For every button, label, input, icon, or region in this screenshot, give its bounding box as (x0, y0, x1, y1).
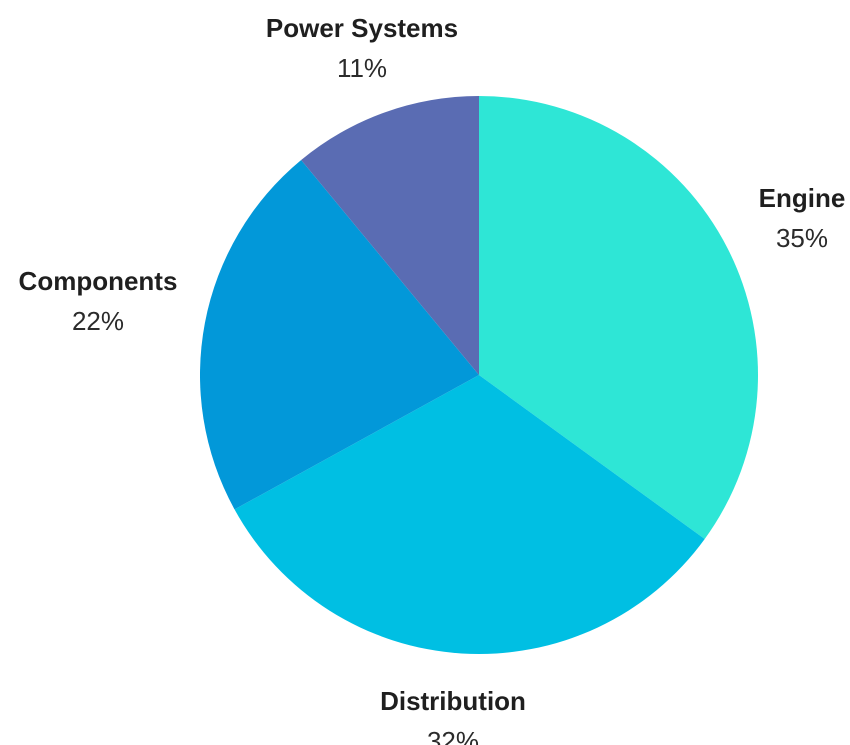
slice-value-components: 22% (72, 306, 124, 336)
pie-slice-distribution (234, 375, 705, 654)
pie-slice-engine (479, 96, 758, 539)
slice-label-engine: Engine (759, 183, 846, 213)
slice-label-distribution: Distribution (380, 686, 526, 716)
pie-slice-components (200, 160, 479, 510)
slice-label-components: Components (19, 266, 178, 296)
slice-value-distribution: 32% (427, 726, 479, 745)
pie-slice-power-systems (301, 96, 479, 375)
labels-group: Engine 35% Distribution 32% Components 22% Pow… (19, 13, 846, 745)
slice-value-power-systems: 11% (337, 53, 387, 83)
slice-label-power-systems: Power Systems (266, 13, 458, 43)
slices-group (200, 96, 758, 654)
slice-value-engine: 35% (776, 223, 828, 253)
